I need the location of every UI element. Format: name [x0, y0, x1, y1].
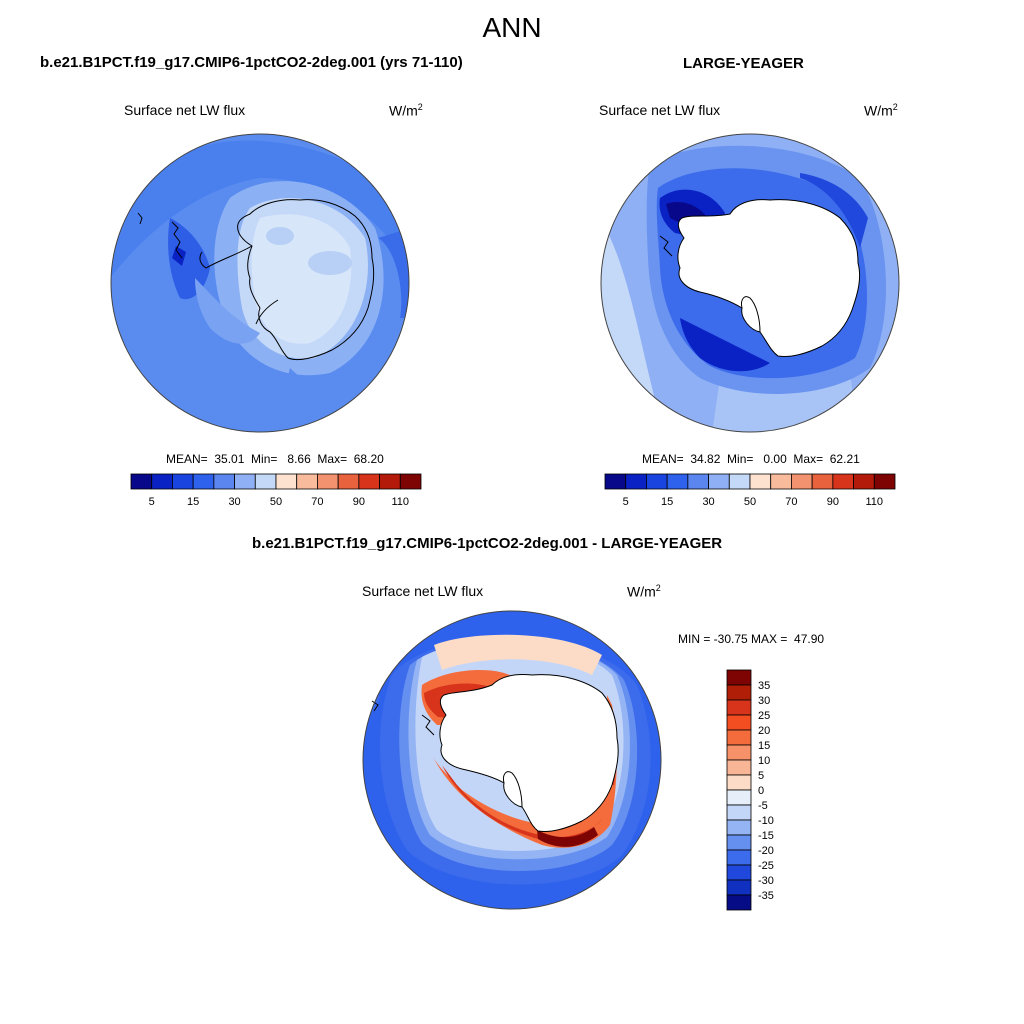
panel-1-colorbar-box [172, 473, 194, 490]
panel-3-colorbar-tick-label: 5 [758, 770, 764, 782]
panel-2-colorbar: 51530507090110130 [604, 473, 896, 508]
panel-1-colorbar-box [234, 473, 256, 490]
panel-2-colorbar-tick-label: 5 [623, 496, 629, 508]
panel-1-colorbar-box [254, 473, 277, 490]
panel-1-variable-label: Surface net LW flux [124, 102, 246, 118]
panel-2-colorbar-tick-label: 70 [785, 496, 797, 508]
panel-1-colorbar-box [151, 473, 173, 490]
panel-3-colorbar-tick-label: -20 [758, 845, 774, 857]
panel-3-colorbar-box [726, 894, 752, 911]
panel-1-colorbar-box [379, 473, 401, 490]
panel-1-colorbar-boxes [130, 473, 422, 490]
panel-2-colorbar-box [604, 473, 627, 490]
panel-2-heading: LARGE-YEAGER [683, 55, 804, 72]
panel-3-colorbar-boxes [726, 669, 752, 911]
panel-2-colorbar-boxes [604, 473, 896, 490]
panel-3-colorbar-tick-label: -5 [758, 800, 768, 812]
panel-2-colorbar-box [853, 473, 875, 490]
panel-1-colorbar-box [399, 473, 422, 490]
panel-3-colorbar-tick-label: 0 [758, 785, 764, 797]
panel-3-colorbar: 35 30 25 20 15 10 5 0 -5 -10 -15 -20 -25 -30 -35 [726, 669, 774, 911]
panel-1-colorbar-tick-label: 70 [311, 496, 323, 508]
panel-2-colorbar-box [728, 473, 751, 490]
panel-2-colorbar-box [625, 473, 647, 490]
panel-1-units-label: W/m2 [389, 102, 423, 119]
panel-3-colorbar-box [726, 759, 752, 776]
panel-3-colorbar-tick-label: 35 [758, 680, 770, 692]
panel-3-colorbar-tick-label: 10 [758, 755, 770, 767]
panel-2-colorbar-box [708, 473, 730, 490]
panel-3-colorbar-tick-label: 30 [758, 695, 770, 707]
panel-3-colorbar-tick-label: -30 [758, 875, 774, 887]
panel-2-colorbar-tick-label: 30 [702, 496, 714, 508]
panel-2-colorbar-tick-label: 110 [866, 496, 884, 508]
panel-3-units-label: W/m2 [627, 583, 661, 600]
panel-2-stats: MEAN= 34.82 Min= 0.00 Max= 62.21 [642, 452, 860, 466]
panel-1-heading: b.e21.B1PCT.f19_g17.CMIP6-1pctCO2-2deg.0… [40, 54, 463, 71]
panel-1-colorbar-labels: 51530507090110130 [149, 496, 410, 508]
panel-2-colorbar-box [811, 473, 834, 490]
panel-2-colorbar-box [687, 473, 709, 490]
panel-3-variable-label: Surface net LW flux [362, 583, 484, 599]
figure-title: ANN [482, 12, 542, 43]
panel-2-polar-map [600, 133, 900, 433]
panel-1-colorbar-tick-label: 50 [270, 496, 282, 508]
panel-1-colorbar-box [296, 473, 318, 490]
panel-1-colorbar-tick-label: 30 [228, 496, 240, 508]
panel-2-colorbar-box [749, 473, 772, 490]
panel-2-variable-label: Surface net LW flux [599, 102, 721, 118]
panel-3-colorbar-tick-label: -35 [758, 890, 774, 902]
panel-2-colorbar-box [832, 473, 854, 490]
panel-1-colorbar-box [317, 473, 339, 490]
panel-3-colorbar-box [726, 879, 752, 896]
panel-1-stats: MEAN= 35.01 Min= 8.66 Max= 68.20 [166, 452, 384, 466]
panel-3-colorbar-box [726, 714, 752, 731]
panel-3-colorbar-tick-label: -10 [758, 815, 774, 827]
panel-3-colorbar-tick-label: -25 [758, 860, 774, 872]
panel-2-colorbar-box [666, 473, 689, 490]
panel-3-colorbar-tick-label: 25 [758, 710, 770, 722]
panel-2-colorbar-box [791, 473, 813, 490]
panel-2-colorbar-labels: 51530507090110130 [623, 496, 884, 508]
panel-3-colorbar-box [726, 669, 752, 686]
panel-3-colorbar-box [726, 864, 752, 881]
panel-3-colorbar-labels: 35 30 25 20 15 10 5 0 -5 -10 -15 -20 -25 -30 -35 [758, 680, 774, 902]
panel-2-colorbar-tick-label: 50 [744, 496, 756, 508]
panel-2-colorbar-tick-label: 90 [827, 496, 839, 508]
panel-1-colorbar-box [213, 473, 235, 490]
panel-3-colorbar-box [726, 834, 752, 851]
panel-1-colorbar-box [337, 473, 360, 490]
panel-1-colorbar-box [358, 473, 380, 490]
panel-3-colorbar-box [726, 789, 752, 806]
panel-3-colorbar-tick-label: -15 [758, 830, 774, 842]
panel-3-colorbar-box [726, 804, 752, 821]
panel-2-colorbar-tick-label: 15 [661, 496, 673, 508]
panel-1-colorbar-tick-label: 5 [149, 496, 155, 508]
panel-3-stats: MIN = -30.75 MAX = 47.90 [678, 632, 825, 646]
panel-1-colorbar-box [275, 473, 298, 490]
panel-3-colorbar-box [726, 774, 752, 791]
panel-3-colorbar-box [726, 729, 752, 746]
panel-2-colorbar-box [646, 473, 668, 490]
panel-1-polar-map [110, 133, 410, 433]
panel-3-heading: b.e21.B1PCT.f19_g17.CMIP6-1pctCO2-2deg.0… [252, 535, 723, 552]
panel-1-colorbar-tick-label: 15 [187, 496, 199, 508]
panel-1-colorbar-box [130, 473, 153, 490]
panel-3-colorbar-box [726, 684, 752, 701]
panel-3-colorbar-box [726, 744, 752, 761]
panel-1-colorbar-tick-label: 90 [353, 496, 365, 508]
panel-3-colorbar-box [726, 819, 752, 836]
panel-3-colorbar-tick-label: 15 [758, 740, 770, 752]
panel-1-colorbar: 51530507090110130 [130, 473, 422, 508]
panel-1-colorbar-box [192, 473, 215, 490]
panel-3-colorbar-box [726, 699, 752, 716]
panel-2-colorbar-box [873, 473, 896, 490]
panel-1-colorbar-tick-label: 110 [392, 496, 410, 508]
panel-3-polar-map [362, 610, 662, 910]
panel-2-colorbar-box [770, 473, 792, 490]
panel-2-units-label: W/m2 [864, 102, 898, 119]
panel-3-colorbar-tick-label: 20 [758, 725, 770, 737]
panel-3-colorbar-box [726, 849, 752, 866]
